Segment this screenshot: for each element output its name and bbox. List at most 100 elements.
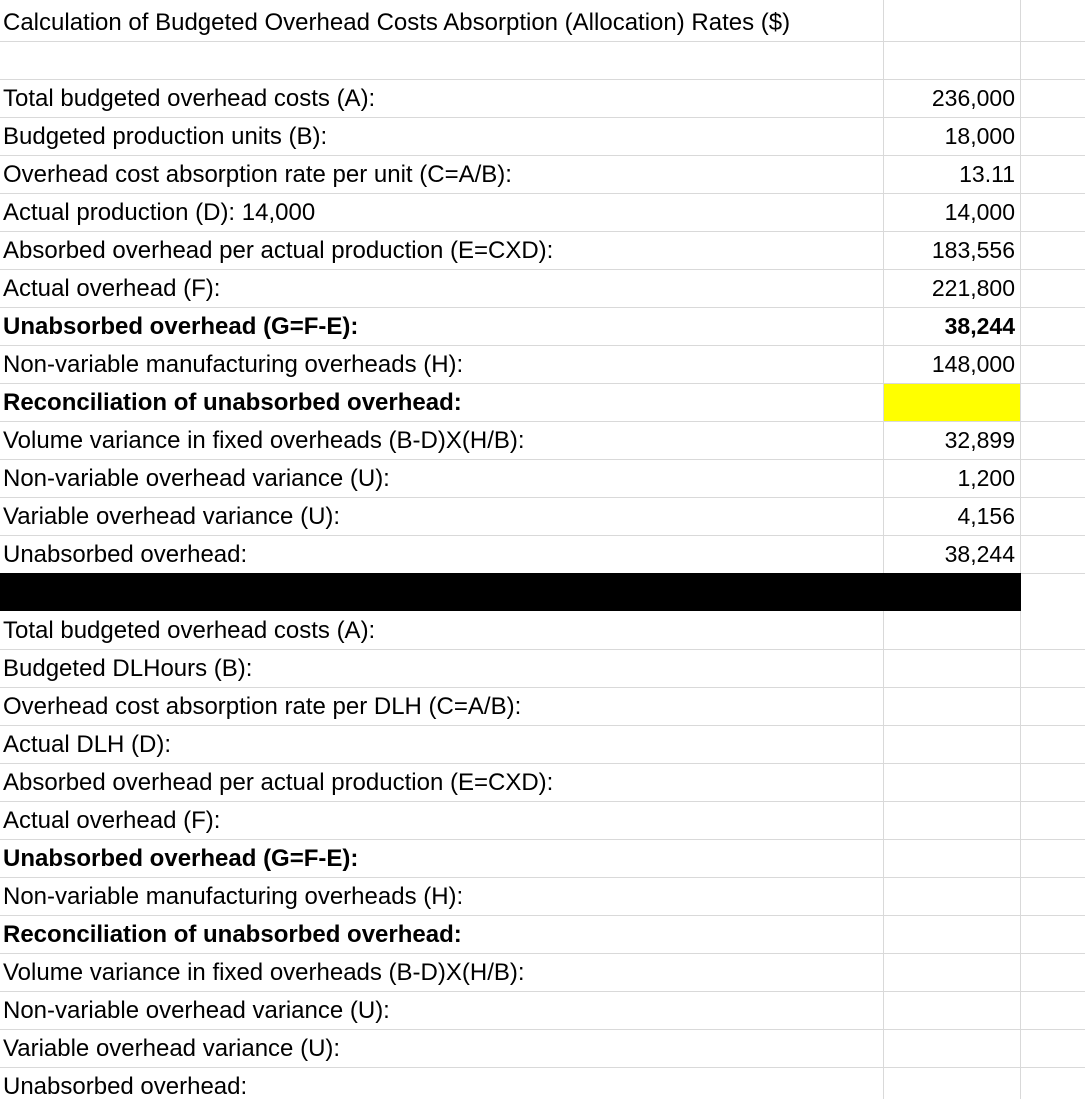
row-label-cell[interactable]: Unabsorbed overhead:	[3, 1073, 248, 1099]
row-value-cell[interactable]: 14,000	[944, 199, 1015, 225]
row-value-cell[interactable]	[884, 916, 1020, 953]
table-row[interactable]: Volume variance in fixed overheads (B-D)…	[0, 954, 1085, 992]
row-label-cell[interactable]: Total budgeted overhead costs (A):	[3, 617, 376, 644]
empty-cell[interactable]	[1021, 878, 1085, 915]
row-value-cell[interactable]: 32,899	[944, 427, 1015, 453]
row-label-cell[interactable]: Absorbed overhead per actual production …	[3, 237, 554, 264]
row-value-cell[interactable]	[884, 1068, 1020, 1099]
row-label-cell[interactable]: Absorbed overhead per actual production …	[3, 769, 554, 796]
row-label-cell[interactable]: Non-variable overhead variance (U):	[3, 997, 390, 1024]
empty-cell[interactable]	[1021, 118, 1085, 155]
empty-cell[interactable]	[1021, 916, 1085, 953]
row-value-cell[interactable]: 1,200	[957, 465, 1015, 491]
row-value-cell[interactable]	[884, 688, 1020, 725]
table-row[interactable]: Overhead cost absorption rate per unit (…	[0, 156, 1085, 194]
row-label-cell[interactable]: Overhead cost absorption rate per unit (…	[3, 161, 512, 188]
table-row[interactable]: Reconciliation of unabsorbed overhead:	[0, 384, 1085, 422]
table-row[interactable]: Total budgeted overhead costs (A):	[0, 612, 1085, 650]
row-value-cell[interactable]: 38,244	[944, 541, 1015, 567]
row-value-cell[interactable]: 13.11	[959, 161, 1015, 187]
empty-cell[interactable]	[1021, 422, 1085, 459]
row-value-cell[interactable]	[884, 650, 1020, 687]
row-label-cell[interactable]: Unabsorbed overhead (G=F-E):	[3, 845, 359, 872]
empty-cell[interactable]	[1021, 954, 1085, 991]
row-label-cell[interactable]: Actual overhead (F):	[3, 275, 221, 302]
row-label-cell[interactable]: Budgeted production units (B):	[3, 123, 328, 150]
empty-cell[interactable]	[1021, 726, 1085, 763]
table-row[interactable]: Absorbed overhead per actual production …	[0, 232, 1085, 270]
row-value-cell[interactable]	[884, 992, 1020, 1029]
empty-cell[interactable]	[1021, 460, 1085, 497]
empty-cell[interactable]	[1021, 308, 1085, 345]
table-row[interactable]: Unabsorbed overhead:	[0, 1068, 1085, 1099]
row-value-cell[interactable]: 183,556	[931, 237, 1015, 263]
row-label-cell[interactable]: Budgeted DLHours (B):	[3, 655, 253, 682]
row-value-cell[interactable]	[884, 726, 1020, 763]
row-label-cell[interactable]: Variable overhead variance (U):	[3, 503, 341, 530]
table-row[interactable]: Unabsorbed overhead: 38,244	[0, 536, 1085, 574]
row-label-cell[interactable]: Non-variable overhead variance (U):	[3, 465, 390, 492]
table-row[interactable]: Actual overhead (F): 221,800	[0, 270, 1085, 308]
row-label-cell[interactable]: Actual overhead (F):	[3, 807, 221, 834]
table-row[interactable]: Non-variable manufacturing overheads (H)…	[0, 878, 1085, 916]
table-row[interactable]: Variable overhead variance (U): 4,156	[0, 498, 1085, 536]
table-row[interactable]: Unabsorbed overhead (G=F-E): 38,244	[0, 308, 1085, 346]
row-value-cell[interactable]: 221,800	[931, 275, 1015, 301]
row-label-cell[interactable]: Overhead cost absorption rate per DLH (C…	[3, 693, 522, 720]
empty-cell[interactable]	[1021, 156, 1085, 193]
row-label-cell[interactable]: Unabsorbed overhead:	[3, 541, 248, 568]
table-row[interactable]: Variable overhead variance (U):	[0, 1030, 1085, 1068]
empty-cell[interactable]	[1021, 688, 1085, 725]
empty-cell[interactable]	[1021, 232, 1085, 269]
row-value-cell[interactable]: 4,156	[957, 503, 1015, 529]
title-row[interactable]: Calculation of Budgeted Overhead Costs A…	[0, 4, 1085, 42]
row-value-cell[interactable]	[884, 840, 1020, 877]
empty-cell[interactable]	[1021, 612, 1085, 649]
empty-cell[interactable]	[1021, 384, 1085, 421]
table-row[interactable]: Actual DLH (D):	[0, 726, 1085, 764]
empty-cell[interactable]	[1021, 1030, 1085, 1067]
empty-cell[interactable]	[1021, 802, 1085, 839]
table-row[interactable]: Unabsorbed overhead (G=F-E):	[0, 840, 1085, 878]
row-label-cell[interactable]: Actual production (D): 14,000	[3, 199, 316, 226]
row-value-cell[interactable]	[884, 764, 1020, 801]
row-value-cell[interactable]	[884, 878, 1020, 915]
row-value-cell[interactable]	[884, 612, 1020, 649]
empty-row[interactable]	[0, 42, 1085, 80]
empty-cell[interactable]	[1021, 992, 1085, 1029]
row-value-cell[interactable]	[884, 1030, 1020, 1067]
row-label-cell[interactable]: Volume variance in fixed overheads (B-D)…	[3, 959, 525, 986]
empty-cell[interactable]	[1021, 498, 1085, 535]
empty-cell[interactable]	[1021, 1068, 1085, 1099]
empty-cell[interactable]	[1021, 194, 1085, 231]
row-label-cell[interactable]: Reconciliation of unabsorbed overhead:	[3, 921, 462, 948]
table-row[interactable]: Overhead cost absorption rate per DLH (C…	[0, 688, 1085, 726]
row-value-cell[interactable]: 148,000	[931, 351, 1015, 377]
empty-cell[interactable]	[1021, 80, 1085, 117]
table-row[interactable]: Non-variable overhead variance (U):	[0, 992, 1085, 1030]
empty-cell[interactable]	[1021, 764, 1085, 801]
empty-cell[interactable]	[1021, 270, 1085, 307]
row-label-cell[interactable]: Non-variable manufacturing overheads (H)…	[3, 351, 464, 378]
row-label-cell[interactable]: Actual DLH (D):	[3, 731, 172, 758]
row-value-cell[interactable]	[884, 384, 1020, 421]
empty-cell[interactable]	[1021, 650, 1085, 687]
row-label-cell[interactable]: Reconciliation of unabsorbed overhead:	[3, 389, 462, 416]
table-row[interactable]: Actual production (D): 14,000 14,000	[0, 194, 1085, 232]
table-row[interactable]: Actual overhead (F):	[0, 802, 1085, 840]
empty-cell[interactable]	[1021, 536, 1085, 573]
table-row[interactable]: Non-variable manufacturing overheads (H)…	[0, 346, 1085, 384]
row-value-cell[interactable]	[884, 802, 1020, 839]
row-value-cell[interactable]: 18,000	[944, 123, 1015, 149]
row-label-cell[interactable]: Volume variance in fixed overheads (B-D)…	[3, 427, 525, 454]
row-label-cell[interactable]: Total budgeted overhead costs (A):	[3, 85, 376, 112]
table-row[interactable]: Budgeted production units (B): 18,000	[0, 118, 1085, 156]
row-label-cell[interactable]: Non-variable manufacturing overheads (H)…	[3, 883, 464, 910]
row-value-cell[interactable]: 38,244	[944, 313, 1015, 339]
row-value-cell[interactable]: 236,000	[931, 85, 1015, 111]
row-value-cell[interactable]	[884, 954, 1020, 991]
table-row[interactable]: Reconciliation of unabsorbed overhead:	[0, 916, 1085, 954]
row-label-cell[interactable]: Variable overhead variance (U):	[3, 1035, 341, 1062]
row-label-cell[interactable]: Unabsorbed overhead (G=F-E):	[3, 313, 359, 340]
table-row[interactable]: Volume variance in fixed overheads (B-D)…	[0, 422, 1085, 460]
